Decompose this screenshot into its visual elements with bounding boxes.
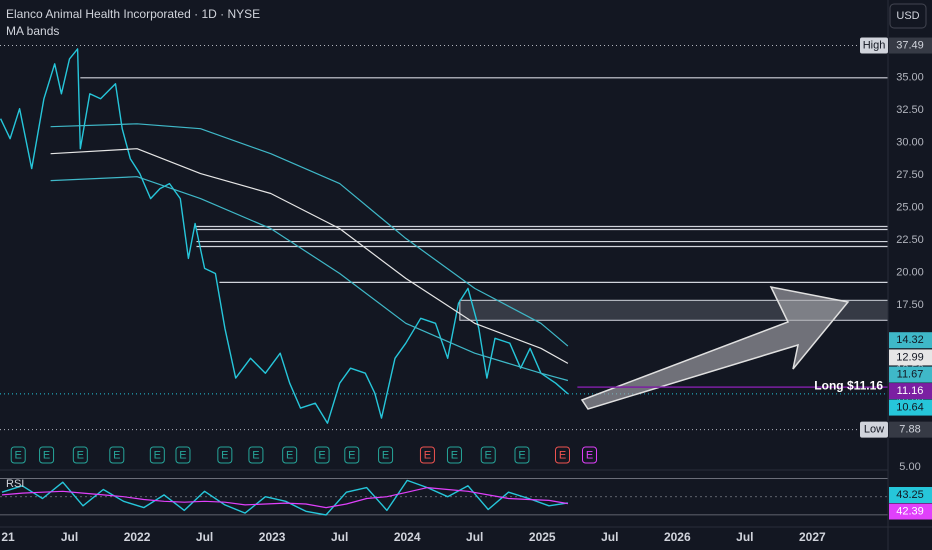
earnings-marker — [419, 446, 435, 464]
earnings-marker — [446, 446, 462, 464]
earnings-label: E — [43, 449, 50, 461]
x-tick-label: 2022 — [124, 530, 151, 544]
earnings-label: E — [77, 449, 84, 461]
rsi-title: RSI — [6, 478, 24, 490]
earnings-marker — [248, 446, 264, 464]
price-tag — [889, 503, 932, 520]
indicator-name: MA bands — [6, 24, 59, 38]
price-tag-label: 11.67 — [897, 368, 924, 380]
earnings-marker — [480, 446, 496, 464]
x-tick-label: 2026 — [664, 530, 691, 544]
x-tick-label: Jul — [736, 530, 753, 544]
x-tick-label: Jul — [61, 530, 78, 544]
earnings-marker — [149, 446, 165, 464]
earnings-marker — [217, 446, 233, 464]
earnings-label: E — [113, 449, 120, 461]
earnings-label: E — [286, 449, 293, 461]
y-tick-label: 32.50 — [896, 104, 924, 116]
x-tick-label: Jul — [196, 530, 213, 544]
series-line — [0, 48, 569, 424]
y-tick-label: 35.00 — [896, 72, 924, 84]
price-tag-label: 42.39 — [896, 505, 924, 517]
low-value: 7.88 — [899, 424, 920, 436]
low-tag-label: Low — [864, 424, 884, 436]
x-tick-label: 2024 — [394, 530, 421, 544]
x-tick-label: 2025 — [529, 530, 556, 544]
price-tag-label: 43.25 — [896, 489, 924, 501]
earnings-label: E — [154, 449, 161, 461]
x-tick-label: 21 — [1, 530, 15, 544]
y-tick-label: 20.00 — [896, 266, 924, 278]
high-value: 37.49 — [896, 39, 924, 51]
price-tag — [889, 399, 932, 416]
position-label: Long $11.16 — [814, 378, 883, 392]
x-tick-label: 2027 — [799, 530, 826, 544]
high-tag — [860, 37, 888, 54]
price-tag — [889, 487, 932, 504]
y-tick-label: 25.00 — [896, 201, 924, 213]
x-tick-label: Jul — [601, 530, 618, 544]
y-tick-label: 27.50 — [896, 169, 924, 181]
price-tag-label: 11.16 — [897, 385, 924, 397]
series-line — [1, 479, 569, 516]
series-line — [1, 487, 569, 509]
earnings-marker — [39, 446, 55, 464]
x-tick-label: Jul — [466, 530, 483, 544]
earnings-label: E — [348, 449, 355, 461]
low-value-box — [889, 421, 932, 438]
price-tag — [889, 349, 932, 366]
earnings-marker — [314, 446, 330, 464]
series-line — [50, 123, 569, 347]
earnings-label: E — [252, 449, 259, 461]
earnings-label: E — [451, 449, 458, 461]
series-line — [50, 176, 569, 382]
low-tag — [860, 421, 888, 438]
y-tick-label: 17.50 — [896, 299, 924, 311]
earnings-marker — [378, 446, 394, 464]
currency-label[interactable]: USD — [896, 10, 919, 22]
price-tag — [889, 366, 932, 383]
target-arrow — [580, 285, 850, 410]
earnings-label: E — [518, 449, 525, 461]
price-tag — [889, 383, 932, 400]
y-tick-label: 22.50 — [896, 234, 924, 246]
earnings-marker — [10, 446, 26, 464]
earnings-marker — [282, 446, 298, 464]
price-tag-label: 10.64 — [896, 401, 924, 413]
earnings-marker — [555, 446, 571, 464]
earnings-label: E — [424, 449, 431, 461]
x-tick-label: Jul — [331, 530, 348, 544]
currency-button[interactable] — [889, 3, 927, 29]
price-tag-label: 14.32 — [896, 334, 924, 346]
chart-title: Elanco Animal Health Incorporated · 1D ·… — [6, 7, 260, 21]
earnings-label: E — [586, 449, 593, 461]
overlay: Long $11.16 — [577, 378, 888, 392]
high-value-box — [889, 37, 932, 54]
earnings-marker — [514, 446, 530, 464]
earnings-label: E — [318, 449, 325, 461]
earnings-label: E — [221, 449, 228, 461]
x-tick-label: 2023 — [259, 530, 286, 544]
earnings-label: E — [382, 449, 389, 461]
earnings-marker — [109, 446, 125, 464]
earnings-marker — [175, 446, 191, 464]
earnings-marker — [344, 446, 360, 464]
y-tick-label: 30.00 — [896, 137, 924, 149]
series-line — [50, 148, 569, 364]
earnings-label: E — [485, 449, 492, 461]
y-tick-label: 5.00 — [899, 461, 920, 473]
earnings-marker — [582, 446, 598, 464]
price-tag-label: 12.99 — [896, 351, 924, 363]
price-tag — [889, 332, 932, 349]
high-tag-label: High — [863, 39, 886, 51]
earnings-label: E — [179, 449, 186, 461]
earnings-marker — [72, 446, 88, 464]
earnings-label: E — [15, 449, 22, 461]
earnings-label: E — [559, 449, 566, 461]
